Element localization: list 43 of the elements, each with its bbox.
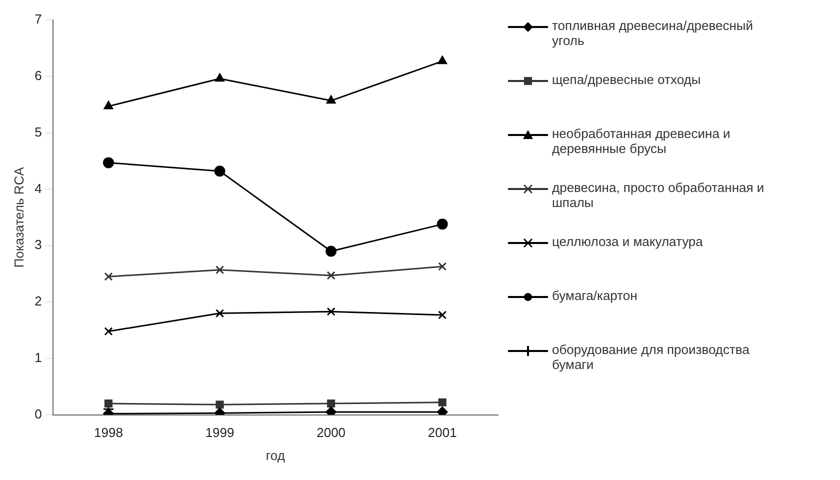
legend-label: оборудование для производства бумаги bbox=[552, 342, 750, 372]
y-axis-title: Показатель RCA bbox=[11, 166, 26, 268]
point bbox=[326, 271, 336, 280]
point bbox=[214, 73, 225, 82]
y-tick-label: 7 bbox=[34, 12, 42, 27]
legend-label: щепа/древесные отходы bbox=[552, 72, 701, 87]
point bbox=[438, 56, 448, 64]
point bbox=[104, 327, 113, 336]
y-tick-label: 6 bbox=[34, 68, 42, 83]
y-tick-label: 5 bbox=[34, 124, 42, 140]
point bbox=[104, 399, 113, 408]
legend-label: целлюлоза и макулатура bbox=[552, 234, 703, 249]
point bbox=[215, 266, 224, 274]
point bbox=[436, 218, 448, 230]
point bbox=[215, 308, 224, 318]
point bbox=[104, 100, 114, 110]
point bbox=[436, 406, 448, 415]
x-axis-title: год bbox=[266, 448, 286, 463]
point bbox=[326, 246, 337, 257]
point bbox=[326, 95, 336, 104]
point bbox=[104, 272, 113, 281]
y-tick-label: 4 bbox=[34, 180, 42, 196]
y-tick-label: 2 bbox=[34, 294, 42, 309]
legend-label: бумага/картон bbox=[552, 288, 638, 303]
point bbox=[216, 400, 224, 409]
y-tick-label: 3 bbox=[34, 237, 42, 252]
point bbox=[326, 307, 336, 316]
point bbox=[438, 262, 447, 271]
x-tick-label: 1998 bbox=[94, 425, 123, 440]
y-tick-label: 0 bbox=[34, 406, 42, 422]
point bbox=[214, 166, 226, 177]
x-tick-label: 2000 bbox=[316, 425, 346, 440]
legend-label: древесина, просто обработанная и шпалы bbox=[552, 180, 766, 210]
x-tick-label: 1999 bbox=[205, 425, 234, 440]
y-tick-label: 1 bbox=[34, 350, 42, 365]
point bbox=[326, 406, 337, 415]
legend-label: необработанная древесина и деревянные брусы bbox=[552, 126, 732, 156]
x-tick-label: 2001 bbox=[428, 425, 457, 440]
point bbox=[327, 399, 336, 408]
point bbox=[438, 398, 446, 406]
point bbox=[438, 310, 447, 320]
point bbox=[102, 157, 114, 168]
legend-label: топливная древесина/древесный уголь bbox=[552, 18, 754, 48]
